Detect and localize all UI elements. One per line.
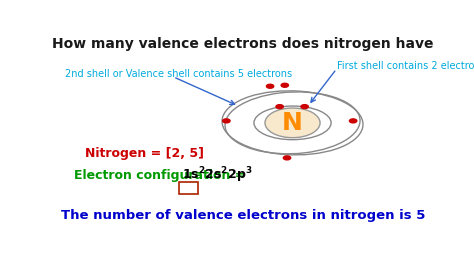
Text: How many valence electrons does nitrogen have: How many valence electrons does nitrogen…: [52, 37, 434, 51]
Text: N: N: [282, 111, 303, 135]
Text: 2nd shell or Valence shell contains 5 electrons: 2nd shell or Valence shell contains 5 el…: [65, 69, 292, 79]
Text: Nitrogen = [2, 5]: Nitrogen = [2, 5]: [85, 147, 204, 160]
Circle shape: [301, 105, 308, 109]
Circle shape: [281, 83, 289, 87]
Circle shape: [276, 105, 283, 109]
Circle shape: [266, 84, 274, 88]
Circle shape: [283, 156, 291, 160]
Text: First shell contains 2 electrons: First shell contains 2 electrons: [337, 61, 474, 71]
Circle shape: [265, 108, 320, 138]
Circle shape: [223, 119, 230, 123]
Text: The number of valence electrons in nitrogen is 5: The number of valence electrons in nitro…: [61, 209, 425, 222]
Text: $\mathbf{1s^2 2s^2 2p^3}$: $\mathbf{1s^2 2s^2 2p^3}$: [182, 166, 253, 185]
Text: Electron configuration =: Electron configuration =: [74, 169, 250, 182]
Circle shape: [349, 119, 357, 123]
Bar: [179, 182, 198, 194]
